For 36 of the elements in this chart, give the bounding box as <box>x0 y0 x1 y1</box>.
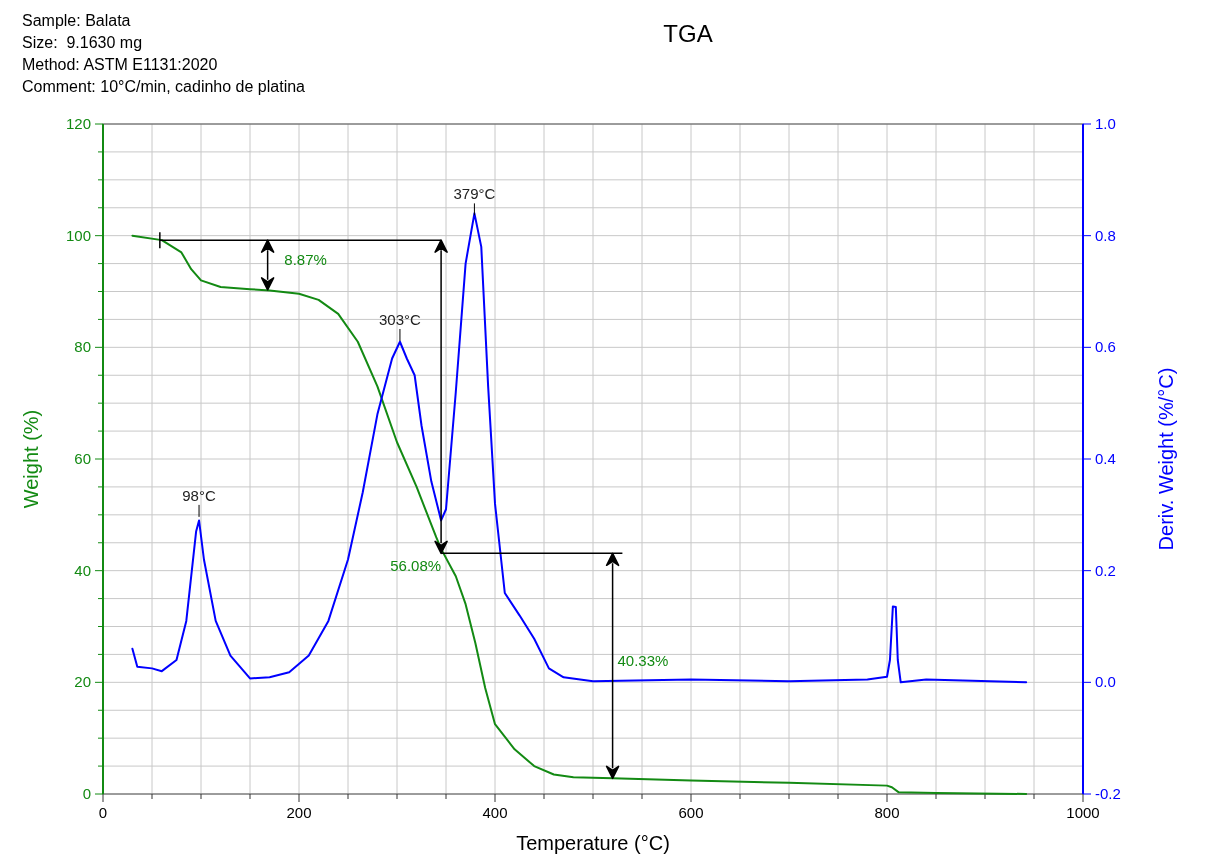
y-tick-label: 120 <box>65 115 91 132</box>
y2-tick-label: 0.6 <box>1095 338 1116 356</box>
x-tick-label: 800 <box>874 804 900 821</box>
annotation: 40.33% <box>617 651 669 669</box>
x-tick-label: 0 <box>98 804 108 821</box>
x-axis-title: Temperature (°C) <box>516 832 670 854</box>
line-series <box>131 234 1028 795</box>
chart-title: TGA <box>663 20 713 47</box>
x-tick-label: 1000 <box>1066 804 1100 821</box>
y2-tick-label: -0.2 <box>1095 785 1121 802</box>
y-tick-label: 20 <box>74 673 91 691</box>
annotation: 56.08% <box>390 556 442 574</box>
x-tick-label: 600 <box>678 804 704 821</box>
y-tick-label: 100 <box>65 226 91 244</box>
annotation: 8.87% <box>284 250 327 268</box>
y2-tick-label: 0.8 <box>1095 226 1116 244</box>
y-tick-label: 40 <box>74 561 91 579</box>
annotation: 98°C <box>182 486 216 504</box>
line-series <box>131 212 1028 684</box>
x-tick-label: 400 <box>482 804 508 821</box>
y2-tick-label: 0.0 <box>1095 673 1116 691</box>
y2-axis-title: Deriv. Weight (%/°C) <box>1155 367 1177 551</box>
y-tick-label: 0 <box>82 785 91 802</box>
y2-tick-label: 0.4 <box>1095 450 1116 467</box>
y2-tick-label: 0.2 <box>1095 561 1116 579</box>
x-tick-label: 200 <box>286 804 312 821</box>
annotation: 379°C <box>453 185 496 203</box>
y2-tick-label: 1.0 <box>1095 115 1116 132</box>
y-tick-label: 80 <box>74 338 91 356</box>
y-tick-label: 60 <box>74 450 91 467</box>
text: Size: 9.1630 mg <box>22 34 143 51</box>
text: Comment: 10°C/min, cadinho de platina <box>22 78 306 95</box>
y-axis-title: Weight (%) <box>20 409 42 509</box>
text: Method: ASTM E1131:2020 <box>22 56 218 73</box>
text: Sample: Balata <box>22 12 131 29</box>
annotation: 303°C <box>379 311 422 328</box>
